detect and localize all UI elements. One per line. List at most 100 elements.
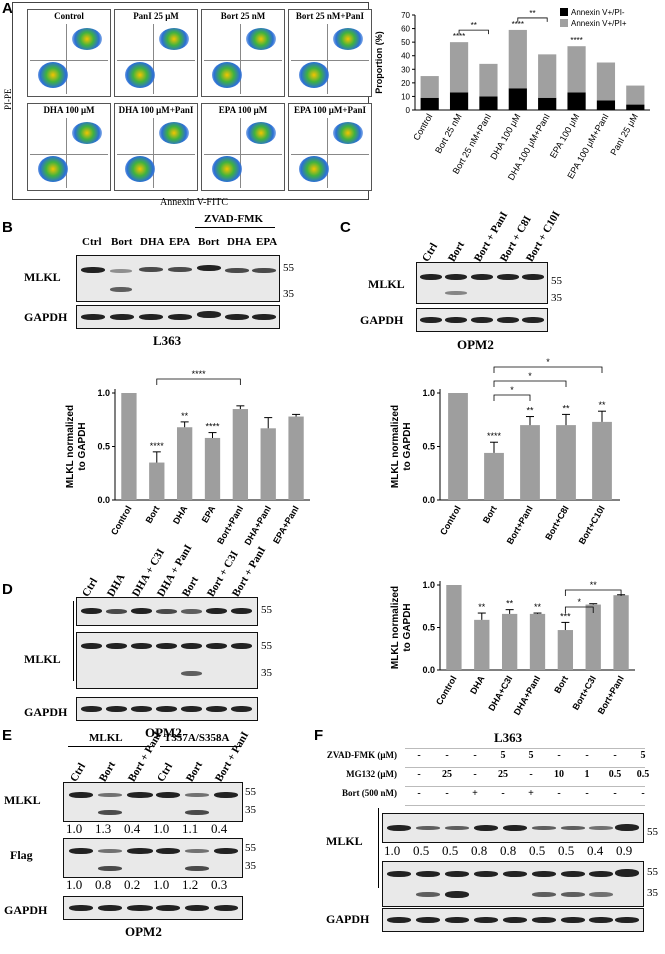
lane-label: DHA: [227, 236, 252, 248]
bracket-significance: **: [471, 21, 477, 30]
bar: [529, 613, 546, 670]
lane-label: Bort: [97, 759, 119, 784]
bar-pi-pos: [538, 54, 557, 98]
mw-35-d: 35: [261, 667, 272, 679]
band-ratio: 0.5: [413, 843, 430, 858]
bar: [484, 452, 504, 500]
bar-pi-neg: [508, 88, 527, 110]
bar-pi-pos: [420, 76, 439, 98]
x-tick-label: DHA+C3I: [486, 674, 514, 713]
x-tick-label: DHA: [468, 674, 487, 696]
band-ratio: 1.0: [66, 821, 83, 836]
band-ratio: 0.5: [529, 843, 546, 858]
row-label-gapdh-c: GAPDH: [360, 313, 404, 327]
flow-xlabel: Annexin V-FITC: [160, 197, 229, 208]
bar-pi-pos: [508, 29, 527, 89]
group-label-zvad: ZVAD-FMK: [204, 213, 264, 225]
mw-55-e1: 55: [245, 786, 256, 798]
flow-plot-title: DHA 100 μM+PanI: [118, 105, 194, 115]
mw-55-c: 55: [551, 275, 562, 287]
bar: [149, 462, 165, 500]
band-ratio: 0.5: [558, 843, 575, 858]
mw-35-f: 35: [647, 887, 658, 899]
bar: [232, 409, 249, 500]
flow-plot-title: PanI 25 μM: [133, 11, 179, 21]
bracket-significance: *: [510, 385, 514, 395]
cell-population: [212, 156, 242, 182]
treatment-value: -: [473, 769, 477, 780]
group-line-e2: [160, 746, 240, 747]
comparison-bracket: [493, 380, 567, 387]
significance-marker: **: [478, 602, 486, 612]
y-tick-label: 1.0: [422, 388, 435, 398]
bar-pi-neg: [538, 97, 557, 110]
bar-pi-neg: [449, 92, 469, 110]
band-ratio: 0.8: [95, 877, 112, 892]
comparison-bracket: [458, 29, 489, 35]
y-tick-label: 1.0: [97, 388, 110, 398]
row-label-mlkl-d: MLKL: [24, 652, 61, 666]
lane-label: EPA: [256, 236, 278, 248]
y-tick-label: 0.0: [97, 495, 110, 505]
quadrant-line: [66, 24, 67, 94]
mw-35-e2: 35: [245, 860, 256, 872]
x-tick-label: Bort+C10I: [577, 504, 607, 546]
bar-pi-pos: [596, 62, 616, 101]
flow-plot: EPA 100 μM: [201, 103, 285, 191]
bar: [204, 437, 221, 500]
lane-label: EPA: [169, 236, 191, 248]
flow-plot-title: Control: [54, 11, 84, 21]
flow-plot-title: EPA 100 μM+PanI: [293, 105, 367, 115]
blot-flag-e: [63, 838, 243, 878]
comparison-bracket: [493, 394, 531, 401]
mlkl-chart-b: 0.0 0.5 1.0 MLKL normalized to GAPDH Control *…: [65, 369, 310, 547]
quadrant-line: [66, 118, 67, 188]
bar: [556, 425, 576, 500]
treatment-value: -: [613, 750, 617, 761]
x-tick-label: DHA+PanI: [242, 504, 273, 547]
mw-55-d1: 55: [261, 604, 272, 616]
y-tick-label: 0.0: [422, 665, 435, 675]
bar: [474, 619, 490, 670]
lane-label: Bort: [111, 236, 133, 248]
band-ratio: 1.0: [153, 877, 170, 892]
lane-label: Ctrl: [68, 761, 89, 784]
significance-marker: **: [506, 599, 514, 609]
panel-label-a: A: [2, 0, 13, 17]
lane-label: DHA: [105, 571, 128, 599]
mw-55-f1: 55: [647, 826, 658, 838]
flow-plot: PanI 25 μM: [114, 9, 198, 97]
y-tick-label: 10: [401, 92, 410, 101]
flow-plot: Control: [27, 9, 111, 97]
legend-swatch: [560, 8, 568, 16]
table-rule: [405, 748, 645, 749]
x-tick-label: DHA 100 μM: [488, 112, 522, 161]
y-axis-label: MLKL normalized: [65, 405, 76, 488]
bracket-significance: *: [546, 357, 550, 367]
x-tick-label: Bort: [552, 674, 570, 695]
blot-mlkl-f1: [382, 813, 644, 843]
y-tick-label: 40: [401, 52, 410, 61]
lane-label: Ctrl: [82, 236, 102, 248]
lane-label: Ctrl: [155, 761, 176, 784]
quadrant-line: [291, 60, 369, 61]
group-label-mutant: T357A/S358A: [164, 732, 230, 744]
significance-marker: ****: [150, 441, 165, 451]
quadrant-line: [291, 154, 369, 155]
blot-gapdh-e: [63, 896, 243, 920]
x-tick-label: Bort+PanI: [596, 674, 626, 716]
flow-plot: DHA 100 μM+PanI: [114, 103, 198, 191]
x-tick-label: EPA: [200, 504, 218, 525]
quadrant-line: [117, 60, 195, 61]
treatment-value: 5: [528, 750, 534, 761]
bracket-significance: **: [590, 580, 598, 590]
mw-35-c: 35: [551, 292, 562, 304]
bar: [557, 630, 574, 670]
treatment-label: ZVAD-FMK (μM): [326, 750, 397, 760]
x-tick-label: Bort+C3I: [570, 674, 598, 712]
x-tick-label: DHA: [171, 504, 190, 526]
bar: [448, 393, 468, 500]
cell-line-e: OPM2: [125, 924, 162, 939]
cell-population: [159, 122, 189, 144]
bar-pi-neg: [596, 100, 616, 110]
